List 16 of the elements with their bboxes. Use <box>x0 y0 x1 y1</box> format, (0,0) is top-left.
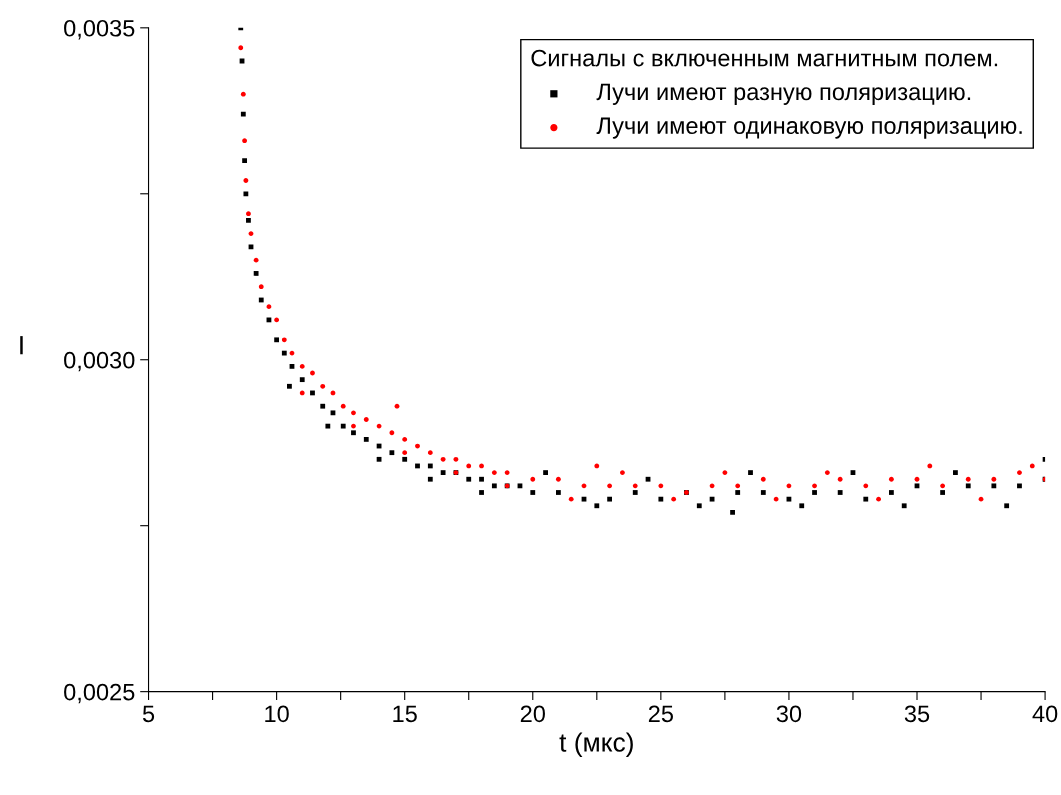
y-tick-label: 0,0025 <box>64 683 135 704</box>
legend-label: Лучи имеют разную поляризацию. <box>596 83 971 105</box>
x-tick-label: 15 <box>393 705 417 723</box>
legend-title: Сигналы с включенным магнитным полем. <box>531 49 998 67</box>
y-axis-title: I <box>20 336 23 355</box>
legend-label: Лучи имеют одинаковую поляризацию. <box>596 117 1022 139</box>
y-tick-label: 0,0030 <box>64 351 135 372</box>
x-tick-label: 10 <box>265 705 289 723</box>
x-tick-label: 35 <box>904 705 930 723</box>
x-tick-label: 20 <box>520 705 545 723</box>
x-tick-label: 25 <box>648 705 673 723</box>
y-tick-label: 0,0035 <box>64 19 135 40</box>
x-tick-label: 40 <box>1032 705 1058 723</box>
x-axis-title: t (мкс) <box>559 732 633 757</box>
x-tick-label: 5 <box>142 705 155 723</box>
x-tick-label: 30 <box>776 705 802 723</box>
